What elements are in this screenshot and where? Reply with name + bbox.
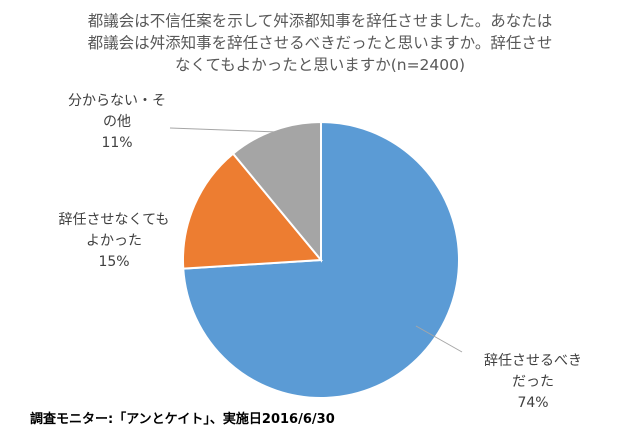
- slice-label-should-resign: 辞任させるべき だった 74%: [468, 351, 598, 414]
- slice-name-line: 分からない・そ: [68, 93, 166, 109]
- chart-title-line: なくてもよかったと思いますか(n=2400): [174, 56, 466, 74]
- slice-name-line: 辞任させるべき: [484, 353, 582, 369]
- slice-label-unknown: 分からない・そ の他 11%: [52, 91, 182, 154]
- chart-title-line: 都議会は舛添知事を辞任させるべきだったと思いますか。辞任させ: [87, 34, 553, 52]
- leader-line-should-resign: [415, 325, 463, 353]
- leader-line-unknown: [169, 127, 279, 133]
- chart-title: 都議会は不信任案を示して舛添都知事を辞任させました。あなたは 都議会は舛添知事を…: [40, 10, 600, 76]
- slice-name-line: の他: [103, 114, 131, 130]
- slice-name-line: 辞任させなくても: [58, 212, 170, 228]
- slice-percent: 15%: [98, 254, 130, 270]
- pie-slice-unknown: [231, 120, 322, 263]
- slice-label-not-needed: 辞任させなくても よかった 15%: [44, 210, 184, 273]
- pie-slice-not-needed: [181, 152, 324, 270]
- slice-percent: 74%: [517, 395, 549, 411]
- slice-percent: 11%: [101, 135, 133, 151]
- slice-name-line: よかった: [86, 233, 142, 249]
- survey-footer: 調査モニター:「アンとケイト」、実施日2016/6/30: [30, 412, 335, 427]
- chart-title-line: 都議会は不信任案を示して舛添都知事を辞任させました。あなたは: [87, 12, 553, 30]
- slice-name-line: だった: [512, 374, 554, 390]
